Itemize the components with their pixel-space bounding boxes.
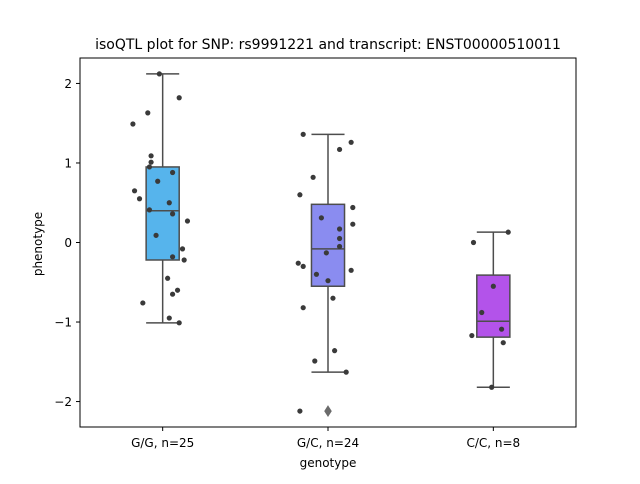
group-1-point-25 xyxy=(176,320,182,326)
plot-marks xyxy=(130,71,511,418)
group-2-point-11 xyxy=(336,243,343,250)
group-3-point-8 xyxy=(489,384,495,390)
group-3-point-1 xyxy=(505,229,511,235)
group-2-point-14 xyxy=(300,263,306,269)
group-1-point-2 xyxy=(176,95,182,101)
group-1-point-23 xyxy=(140,300,146,306)
group-2-point-20 xyxy=(332,348,338,354)
group-3-point-2 xyxy=(470,239,477,246)
group-1-point-3 xyxy=(145,110,151,116)
y-tick-label-4: −1 xyxy=(54,316,72,330)
group-1-point-1 xyxy=(156,71,162,77)
group-1-point-20 xyxy=(165,275,171,281)
group-3-point-4 xyxy=(479,309,485,316)
group-1-point-22 xyxy=(169,291,176,297)
group-1-point-12 xyxy=(166,200,172,206)
group-2-point-17 xyxy=(325,278,331,284)
plot-axes: G/G, n=25 G/C, n=24 C/C, n=8 2 1 0 −1 −2 xyxy=(54,57,577,450)
group-1-point-4 xyxy=(130,121,136,127)
group-2-point-5 xyxy=(297,192,303,198)
group-1-point-8 xyxy=(169,169,176,176)
group-3-box xyxy=(476,274,511,338)
x-axis-label: genotype xyxy=(300,456,357,470)
group-1-point-11 xyxy=(136,196,143,202)
group-1-point-14 xyxy=(169,211,176,217)
plot-frame xyxy=(79,57,577,428)
group-1-point-18 xyxy=(169,254,176,260)
group-2-point-2 xyxy=(348,139,354,145)
group-1-point-15 xyxy=(184,218,191,224)
group-3-point-3 xyxy=(490,283,496,289)
y-tick-label-5: −2 xyxy=(54,395,72,409)
group-3-point-5 xyxy=(499,326,505,332)
group-1-point-21 xyxy=(174,287,181,293)
group-1-point-17 xyxy=(179,246,186,252)
y-tick-label-2: 1 xyxy=(64,156,72,170)
group-1-point-13 xyxy=(146,207,153,213)
y-axis-label: phenotype xyxy=(31,212,45,276)
group-3-point-7 xyxy=(500,340,506,346)
group-2-point-7 xyxy=(318,215,324,221)
group-2-point-9 xyxy=(336,226,343,232)
group-2-point-10 xyxy=(336,235,343,242)
group-2-point-21 xyxy=(312,358,318,364)
chart-title: isoQTL plot for SNP: rs9991221 and trans… xyxy=(95,37,561,53)
group-2-point-6 xyxy=(350,204,356,211)
group-2-point-18 xyxy=(330,295,336,301)
group-2-x-tick-label: G/C, n=24 xyxy=(297,436,359,450)
group-2-point-3 xyxy=(336,146,343,153)
group-1 xyxy=(130,71,191,326)
group-1-point-9 xyxy=(155,178,161,184)
group-3-point-6 xyxy=(469,332,475,339)
group-2-point-8 xyxy=(350,221,356,227)
group-2-point-1 xyxy=(300,131,306,137)
group-1-point-6 xyxy=(148,159,154,165)
y-tick-label-1: 2 xyxy=(64,77,72,91)
group-1-x-tick-label: G/G, n=25 xyxy=(131,436,194,450)
group-3-x-tick-label: C/C, n=8 xyxy=(466,436,520,450)
group-1-point-7 xyxy=(146,164,153,170)
group-1-point-19 xyxy=(181,257,187,263)
group-3 xyxy=(469,229,511,390)
group-1-point-5 xyxy=(148,153,154,159)
group-2-point-12 xyxy=(323,250,329,256)
group-2-point-16 xyxy=(313,271,320,277)
group-2-point-4 xyxy=(310,174,316,180)
group-2-point-13 xyxy=(295,260,301,266)
group-2 xyxy=(295,131,356,418)
group-2-point-23 xyxy=(297,408,303,414)
y-tick-label-3: 0 xyxy=(64,236,72,250)
group-2-outlier-1 xyxy=(324,405,332,418)
group-1-point-24 xyxy=(166,315,172,321)
group-1-point-16 xyxy=(153,232,159,238)
group-1-point-10 xyxy=(131,188,138,194)
group-2-point-22 xyxy=(343,369,349,375)
group-2-point-15 xyxy=(348,267,354,273)
group-2-point-19 xyxy=(300,305,306,311)
